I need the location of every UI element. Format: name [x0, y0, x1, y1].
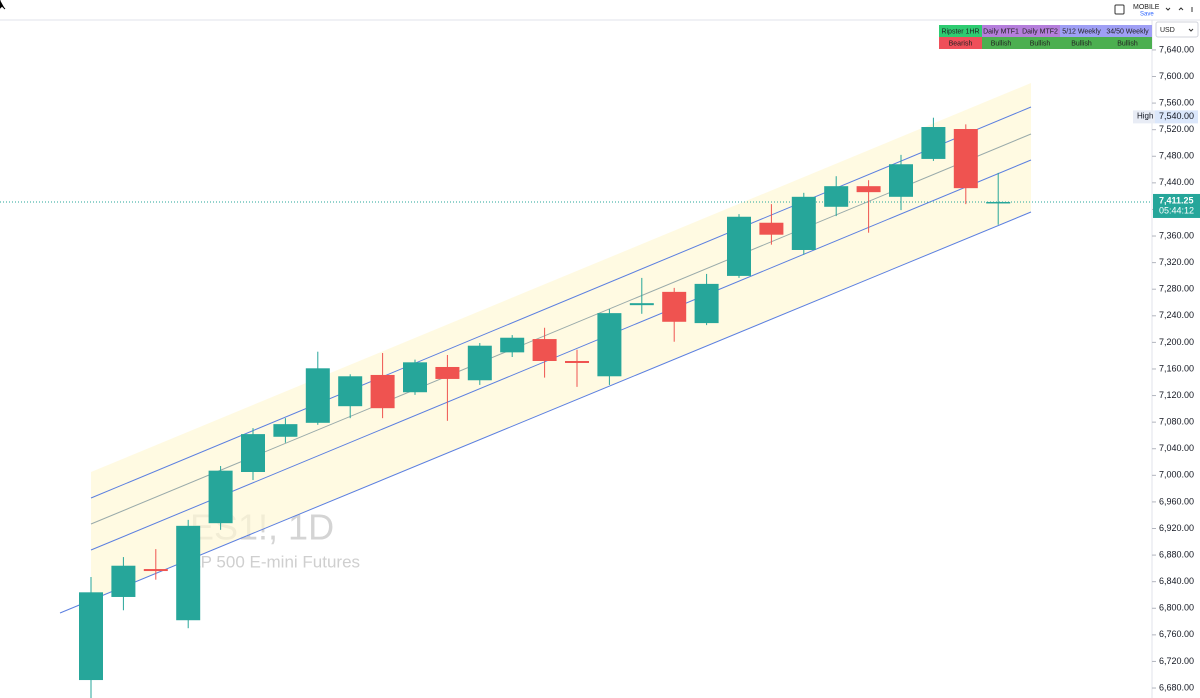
signal-table: Ripster 1HR Bearish Daily MTF1 Bullish Daily… — [939, 25, 1152, 49]
candle-body — [629, 303, 654, 306]
high-marker-text: High — [1137, 111, 1153, 120]
table-value-cell — [1020, 37, 1060, 49]
candle-body — [953, 129, 978, 189]
high-marker-tag — [1133, 110, 1155, 124]
table-header: 34/50 Weekly — [1106, 28, 1149, 35]
table-header: Ripster 1HR — [941, 28, 979, 35]
candle-body — [338, 376, 363, 407]
candle-body — [759, 222, 784, 235]
y-tick-label: 6,960.00 — [1159, 496, 1194, 506]
layout-icon[interactable] — [1114, 4, 1125, 15]
candle-body — [856, 186, 881, 193]
y-tick-label: 7,120.00 — [1159, 390, 1194, 400]
currency-arrow[interactable] — [1188, 28, 1194, 32]
channel-line — [59, 211, 1032, 614]
top-bar — [0, 0, 1200, 20]
candle-body — [791, 196, 816, 250]
y-tick-label: 7,240.00 — [1159, 310, 1194, 320]
y-tick-label: 7,080.00 — [1159, 417, 1194, 427]
table-value: Bullish — [1030, 40, 1051, 47]
y-tick-label: 7,000.00 — [1159, 470, 1194, 480]
toolbar-icons[interactable] — [1165, 7, 1193, 12]
y-tick-label: 6,760.00 — [1159, 629, 1194, 639]
candle-body — [403, 362, 427, 393]
table-value-cell — [1060, 37, 1103, 49]
table-header-cell — [1103, 25, 1152, 37]
y-tick-label: 7,440.00 — [1159, 177, 1194, 187]
y-tick-label: 7,600.00 — [1159, 71, 1194, 81]
candle-body — [565, 360, 589, 363]
y-tick-label: 6,800.00 — [1159, 603, 1194, 613]
candle-body — [921, 127, 946, 159]
high-marker-label: 7,540.00 — [1159, 111, 1194, 121]
candle-body — [662, 291, 687, 322]
y-tick-label: 7,160.00 — [1159, 363, 1194, 373]
table-header: Daily MTF2 — [1022, 28, 1058, 35]
currency-select[interactable] — [1155, 21, 1199, 38]
table-value: Bearish — [949, 40, 973, 47]
cursor — [0, 0, 6, 10]
candle-body — [597, 313, 622, 377]
candle-body — [79, 592, 103, 681]
save-button[interactable]: Save — [1140, 12, 1154, 18]
table-header-cell — [1020, 25, 1060, 37]
candle-body — [694, 283, 719, 324]
watermark-subtitle: S&P 500 E-mini Futures — [178, 552, 360, 571]
table-header: Daily MTF1 — [983, 28, 1019, 35]
candle-body — [889, 164, 913, 197]
channel-line — [90, 159, 1032, 551]
last-price-label: 7,411.25 — [1159, 195, 1194, 205]
y-tick-label: 7,280.00 — [1159, 284, 1194, 294]
table-header: 5/12 Weekly — [1062, 28, 1101, 35]
y-tick-label: 7,520.00 — [1159, 124, 1194, 134]
y-tick-label: 7,200.00 — [1159, 337, 1194, 347]
table-value: Bullish — [1071, 40, 1092, 47]
table-header-cell — [982, 25, 1020, 37]
y-tick-label: 7,560.00 — [1159, 97, 1194, 107]
y-tick-label: 6,720.00 — [1159, 656, 1194, 666]
candle-body — [824, 186, 849, 207]
candle-body — [727, 216, 751, 276]
candle-body — [176, 525, 201, 621]
countdown-label: 05:44:12 — [1159, 205, 1194, 215]
last-price-box — [1153, 193, 1200, 218]
table-value: Bullish — [991, 40, 1012, 47]
y-tick-label: 6,920.00 — [1159, 523, 1194, 533]
candle-body — [467, 345, 492, 381]
y-tick-label: 6,840.00 — [1159, 576, 1194, 586]
y-tick-label: 6,880.00 — [1159, 549, 1194, 559]
table-header-cell — [939, 25, 982, 37]
y-tick-label: 6,680.00 — [1159, 682, 1194, 692]
candle-body — [435, 366, 460, 379]
candle-body — [143, 569, 168, 572]
candle-body — [241, 434, 265, 472]
layout-name[interactable]: MOBILE — [1133, 4, 1160, 11]
table-value-cell — [1103, 37, 1152, 49]
candle-body — [305, 368, 330, 423]
candle-body — [370, 374, 395, 409]
candle-body — [273, 424, 298, 437]
high-marker-box — [1155, 110, 1198, 124]
candle-body — [986, 201, 1011, 204]
table-value-cell — [939, 37, 982, 49]
table-value: Bullish — [1117, 40, 1138, 47]
candle-body — [208, 470, 233, 524]
y-tick-label: 7,480.00 — [1159, 151, 1194, 161]
y-tick-label: 7,040.00 — [1159, 443, 1194, 453]
y-tick-label: 7,360.00 — [1159, 230, 1194, 240]
channel-line — [90, 106, 1032, 499]
candle-body — [500, 337, 525, 353]
y-tick-label: 7,320.00 — [1159, 257, 1194, 267]
y-tick-label: 7,640.00 — [1159, 44, 1194, 54]
table-value-cell — [982, 37, 1020, 49]
candle-body — [111, 565, 136, 597]
candle-body — [532, 339, 557, 361]
currency-label[interactable]: USD — [1160, 27, 1175, 34]
candles — [79, 117, 1011, 698]
table-header-cell — [1060, 25, 1103, 37]
